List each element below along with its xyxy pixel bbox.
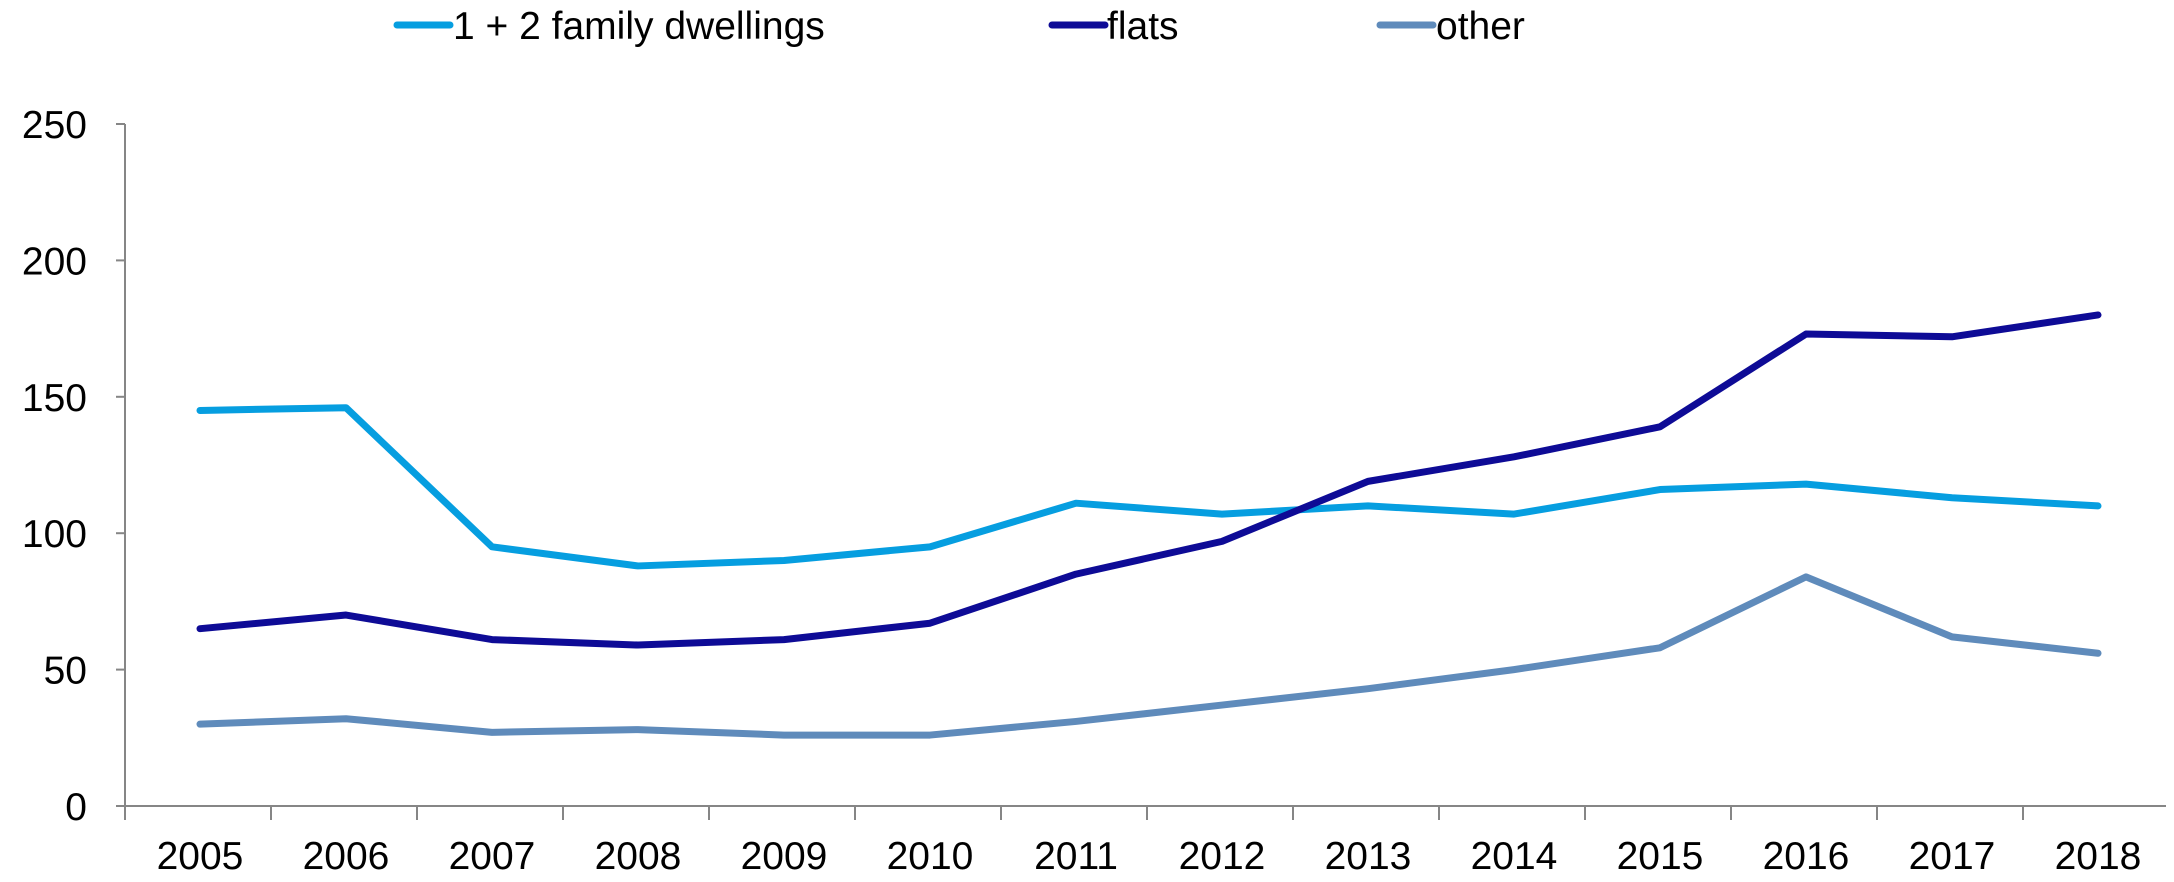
x-tick-label: 2005	[157, 835, 244, 877]
x-tick-label: 2013	[1325, 835, 1412, 877]
x-tick-label: 2017	[1909, 835, 1996, 877]
x-tick-label: 2010	[887, 835, 974, 877]
x-axis-ticks: 2005 2006 2007 2008 2009 2010 2011 2012 2013 2014…	[124, 806, 2142, 878]
y-tick-label: 0	[65, 786, 87, 829]
x-tick-label: 2006	[303, 835, 390, 877]
x-tick-label: 2011	[1034, 835, 1118, 877]
series-layer	[196, 311, 2102, 739]
x-tick-label: 2007	[449, 835, 536, 877]
legend-item-dwellings: 1 + 2 family dwellings	[393, 5, 825, 48]
legend-label-flats: flats	[1107, 5, 1179, 48]
x-tick-label: 2009	[741, 835, 828, 877]
x-tick-label: 2008	[595, 835, 682, 877]
series-line-2	[196, 573, 2102, 739]
series-line-0	[196, 404, 2102, 570]
legend-label-other: other	[1436, 5, 1525, 48]
y-tick-label: 250	[22, 104, 87, 147]
y-tick-label: 50	[44, 650, 87, 693]
x-tick-label: 2018	[2055, 835, 2142, 877]
x-tick-label: 2016	[1763, 835, 1850, 877]
x-tick-label: 2015	[1617, 835, 1704, 877]
legend-item-flats: flats	[1048, 5, 1179, 48]
x-tick-label: 2014	[1471, 835, 1558, 877]
y-tick-label: 100	[22, 513, 87, 556]
y-tick-label: 150	[22, 377, 87, 420]
y-tick-label: 200	[22, 240, 87, 283]
legend: 1 + 2 family dwellings flats other	[393, 5, 1525, 48]
legend-item-other: other	[1376, 5, 1525, 48]
series-line-1	[196, 311, 2102, 649]
y-axis-ticks: 0 50 100 150 200 250	[22, 104, 125, 829]
axes	[124, 124, 2166, 807]
x-tick-label: 2012	[1179, 835, 1266, 877]
legend-label-dwellings: 1 + 2 family dwellings	[453, 5, 825, 48]
